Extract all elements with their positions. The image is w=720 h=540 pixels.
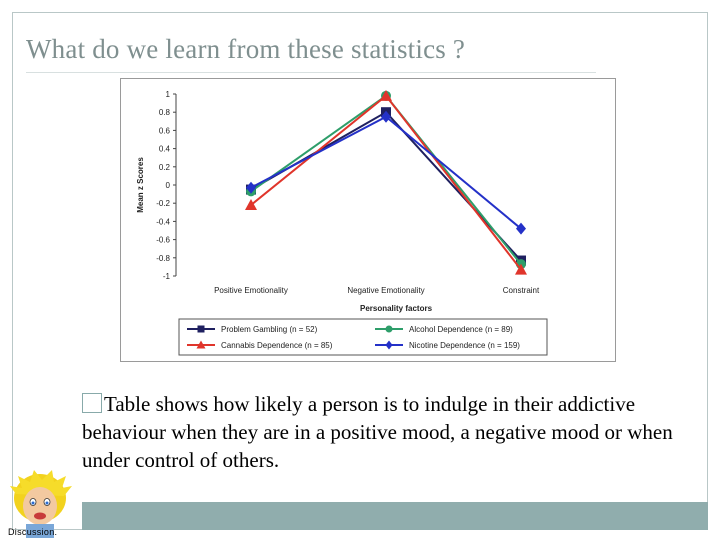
y-tick-label: 0 bbox=[166, 181, 171, 190]
legend-label: Problem Gambling (n = 52) bbox=[221, 325, 318, 334]
data-point bbox=[381, 110, 391, 123]
y-tick-label: -0.6 bbox=[156, 236, 170, 245]
bullet-box-icon bbox=[82, 393, 102, 413]
legend-label: Cannabis Dependence (n = 85) bbox=[221, 341, 333, 350]
legend-swatch-marker bbox=[385, 325, 393, 333]
y-tick-label: -0.8 bbox=[156, 254, 170, 263]
chart-panel: 1 0.8 0.6 0.4 0.2 0 -0.2 -0.4 -0.6 -0.8 -1 Mean z S… bbox=[120, 78, 616, 362]
y-tick-label: -1 bbox=[163, 272, 171, 281]
bullet-text: Table shows how likely a person is to in… bbox=[82, 392, 673, 472]
data-point bbox=[380, 89, 392, 101]
legend-label: Nicotine Dependence (n = 159) bbox=[409, 341, 520, 350]
y-tick-label: 0.8 bbox=[159, 108, 171, 117]
legend-box bbox=[178, 318, 548, 356]
data-point bbox=[516, 222, 526, 235]
y-tick-label: 0.6 bbox=[159, 126, 171, 135]
bullet-point: Table shows how likely a person is to in… bbox=[82, 390, 708, 474]
slide-title: What do we learn from these statistics ? bbox=[26, 34, 466, 64]
y-tick-label: -0.4 bbox=[156, 217, 170, 226]
line-chart: 1 0.8 0.6 0.4 0.2 0 -0.2 -0.4 -0.6 -0.8 -1 Mean z S… bbox=[136, 89, 548, 356]
legend-swatch-marker bbox=[196, 340, 206, 349]
title-divider bbox=[26, 72, 596, 73]
discussion-avatar-icon bbox=[10, 470, 72, 538]
discussion-caption: Discussion. bbox=[8, 527, 58, 537]
y-tick-label: 0.4 bbox=[159, 145, 171, 154]
data-point bbox=[246, 181, 256, 194]
y-axis-label: Mean z Scores bbox=[136, 157, 145, 213]
x-tick-label: Positive Emotionality bbox=[214, 286, 288, 295]
x-tick-label: Negative Emotionality bbox=[347, 286, 424, 295]
data-point bbox=[515, 263, 527, 275]
series-line bbox=[250, 110, 522, 262]
legend-swatch-marker bbox=[197, 325, 205, 333]
y-tick-label: 1 bbox=[166, 90, 171, 99]
legend-swatch-marker bbox=[385, 340, 393, 350]
y-tick-label: 0.2 bbox=[159, 163, 171, 172]
y-tick-label: -0.2 bbox=[156, 199, 170, 208]
x-axis-label: Personality factors bbox=[360, 304, 433, 313]
data-point bbox=[245, 199, 257, 211]
legend-label: Alcohol Dependence (n = 89) bbox=[409, 325, 513, 334]
footer-bar bbox=[82, 502, 708, 530]
x-tick-label: Constraint bbox=[503, 286, 540, 295]
